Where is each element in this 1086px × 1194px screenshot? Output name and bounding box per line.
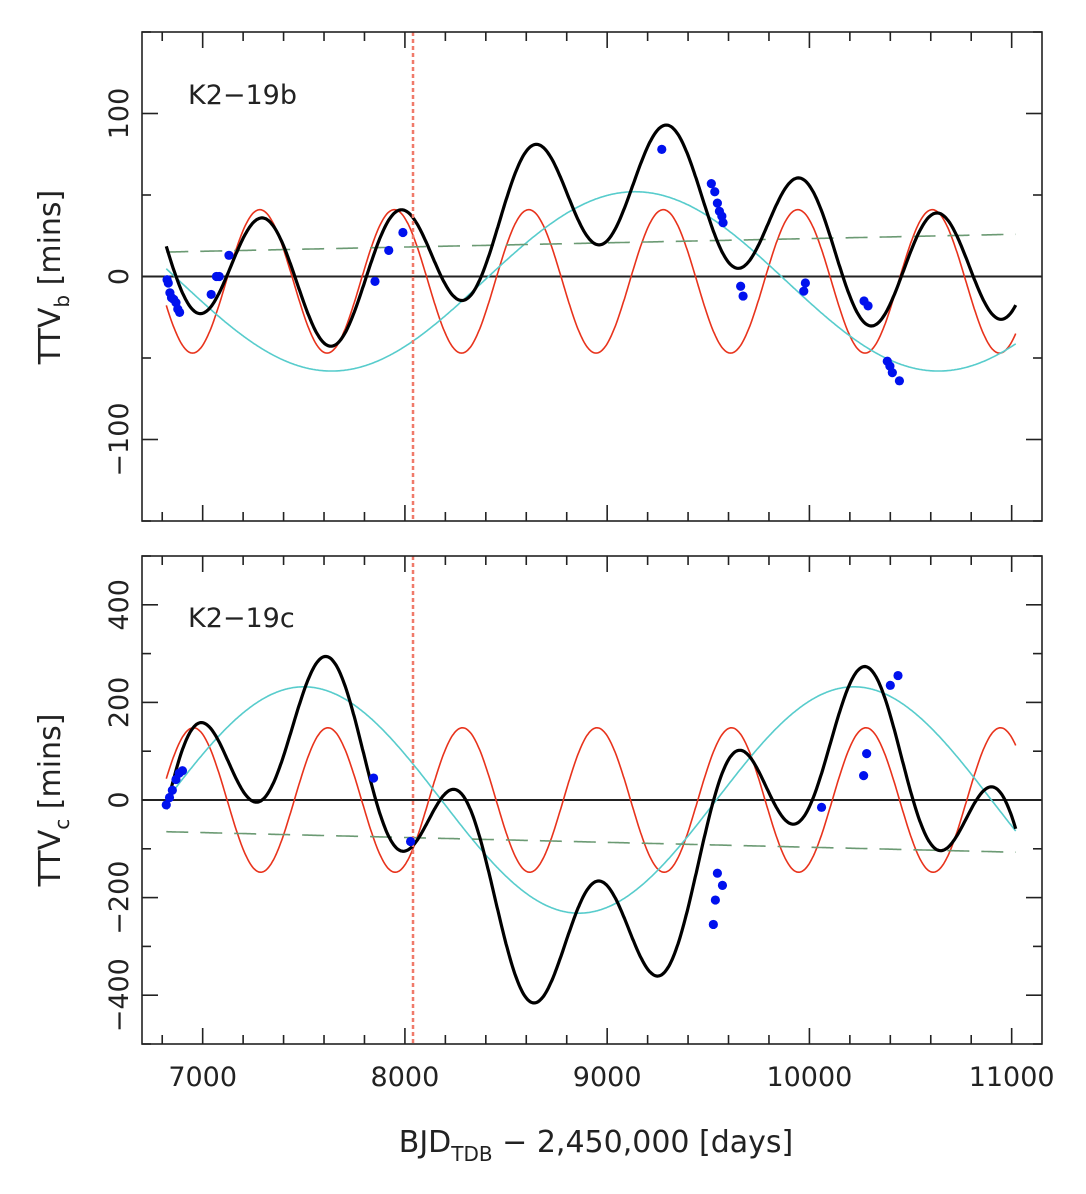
k2-19b-ylabel-units: [mins] (33, 190, 68, 286)
x-tick-label: 9000 (573, 1062, 642, 1093)
x-axis-title: BJDTDB − 2,450,000 [days] (399, 1125, 794, 1166)
k2-19b-y-tick-labels: −100 0 100 (104, 88, 135, 477)
data-point (894, 376, 905, 386)
data-point (161, 800, 171, 810)
data-point (164, 792, 175, 803)
x-tick-label: 8000 (371, 1062, 440, 1093)
data-point (370, 276, 380, 286)
data-point (706, 178, 716, 189)
k2-19c-axes-frame (141, 555, 1043, 1045)
k2-19b-ylabel-sub: b (50, 295, 74, 308)
k2-19b-y-axis-title: TTVb [mins] (33, 190, 74, 366)
data-point (368, 773, 379, 783)
k2-19c-ylabel-sub: c (50, 819, 74, 830)
data-point (816, 802, 827, 812)
y-tick-label: −100 (104, 402, 135, 476)
data-point (214, 271, 224, 282)
series-line-total-model (164, 654, 1018, 1005)
data-point (710, 187, 720, 197)
data-point (657, 144, 667, 154)
k2-19c-ylabel-main: TTV (33, 829, 68, 887)
panel-k2-19c: −400 −200 0 200 400 K2−19c TTVc [mins] 7000 8… (33, 555, 1055, 1093)
data-point (859, 771, 869, 781)
k2-19b-ylabel-main: TTV (33, 307, 68, 365)
xlabel-rest: − 2,450,000 [days] (493, 1125, 794, 1160)
series-line-short-period-sinusoid (165, 727, 1017, 873)
series-line-short-period-sinusoid (165, 208, 1017, 354)
y-tick-label: 200 (104, 677, 135, 729)
series-line-linear-trend (166, 233, 1016, 253)
data-point (708, 919, 718, 930)
x-tick-label: 10000 (766, 1062, 852, 1093)
k2-19b-panel-label: K2−19b (188, 80, 297, 111)
data-point (718, 218, 728, 228)
data-point (175, 307, 185, 317)
y-tick-label: 0 (104, 791, 135, 808)
panel-k2-19b: −100 0 100 K2−19b TTVb [mins] (33, 31, 1043, 522)
data-point (712, 198, 722, 208)
data-point (177, 766, 188, 776)
xlabel-sub: TDB (450, 1142, 492, 1166)
series-line-total-model (164, 123, 1018, 348)
y-tick-label: −200 (104, 861, 135, 935)
k2-19c-curves (142, 654, 1042, 1005)
k2-19c-ylabel-units: [mins] (33, 714, 68, 810)
data-point (887, 368, 897, 378)
k2-19c-panel-label: K2−19c (188, 603, 295, 634)
k2-19b-axes-frame (141, 31, 1043, 522)
data-point (398, 227, 408, 238)
data-point (862, 749, 872, 759)
x-tick-label: 11000 (969, 1062, 1055, 1093)
data-point (167, 785, 177, 795)
k2-19c-data-points (161, 670, 903, 930)
data-point (863, 301, 873, 311)
k2-19c-y-tick-labels: −400 −200 0 200 400 (104, 579, 135, 1032)
y-tick-label: 400 (104, 579, 135, 631)
data-point (405, 836, 416, 847)
data-point (736, 281, 746, 291)
data-point (163, 278, 173, 288)
series-line-linear-trend (166, 830, 1016, 853)
data-point (885, 680, 895, 690)
series-line-long-period-sinusoid (165, 686, 1017, 914)
k2-19b-data-points (162, 144, 905, 386)
data-point (738, 291, 748, 301)
xlabel-main: BJD (399, 1125, 452, 1160)
data-point (206, 289, 216, 300)
data-point (893, 670, 903, 681)
data-point (717, 880, 728, 891)
x-tick-label: 7000 (168, 1062, 237, 1093)
data-point (384, 245, 394, 256)
data-point (710, 895, 720, 905)
y-tick-label: 0 (104, 268, 135, 285)
k2-19c-y-axis-title: TTVc [mins] (33, 714, 74, 888)
data-point (712, 868, 722, 878)
series-line-long-period-sinusoid (165, 190, 1017, 372)
data-point (799, 286, 809, 296)
data-point (800, 278, 810, 288)
y-tick-label: −400 (104, 958, 135, 1032)
x-tick-labels: 7000 8000 9000 10000 11000 (168, 1062, 1054, 1093)
y-tick-label: 100 (104, 88, 135, 140)
data-point (224, 250, 234, 260)
k2-19b-curves (142, 123, 1042, 372)
